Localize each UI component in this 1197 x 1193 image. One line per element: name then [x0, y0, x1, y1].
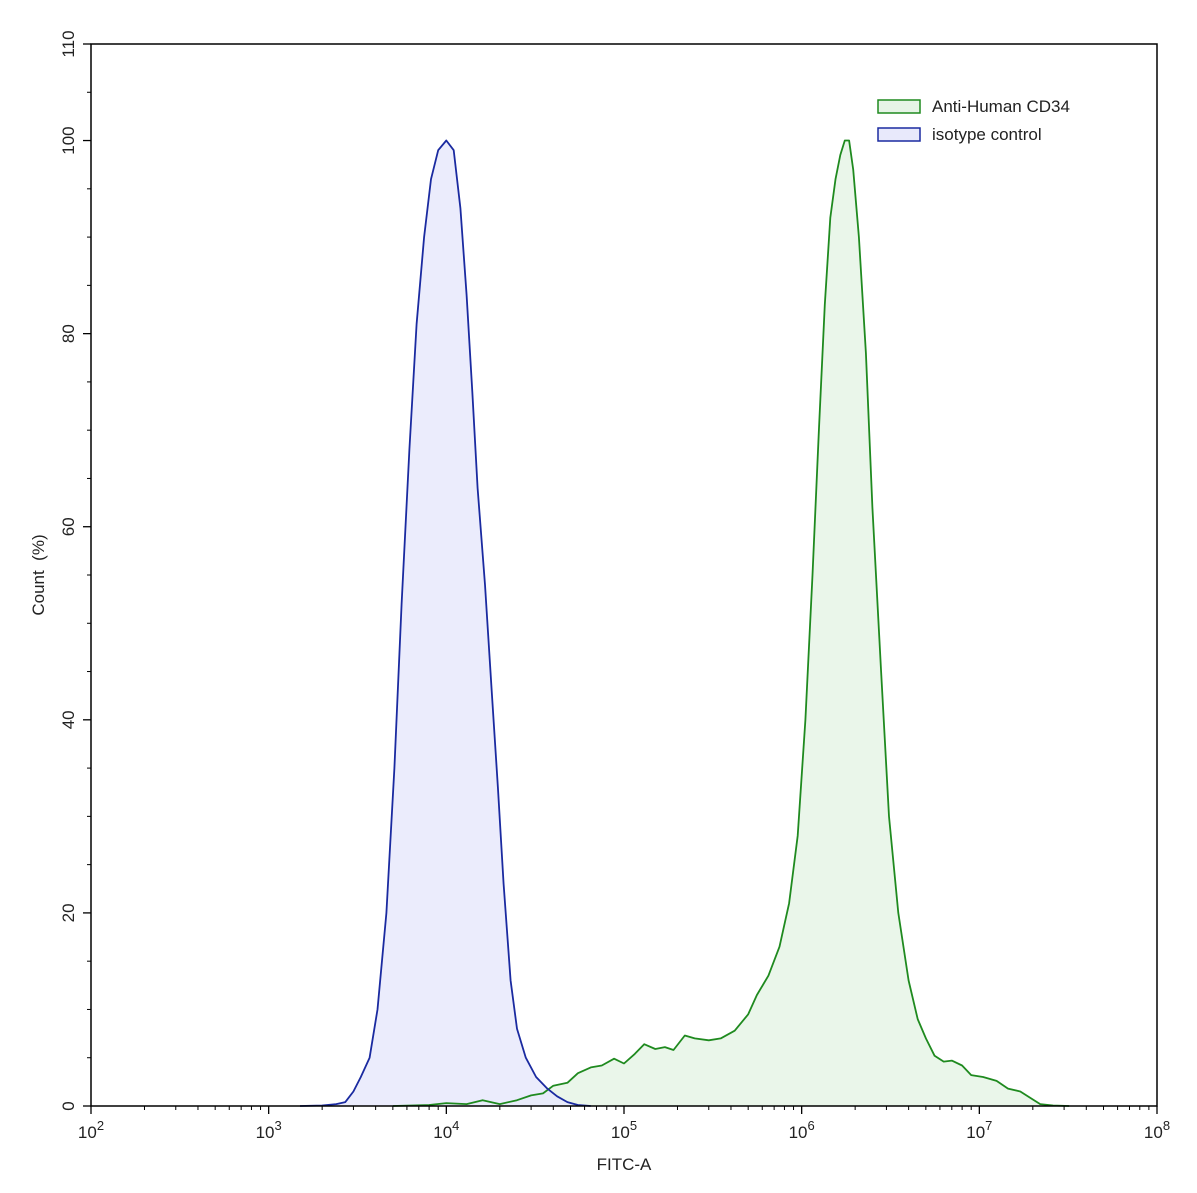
y-tick-label: 20	[59, 903, 78, 922]
plot-frame	[90, 43, 1158, 1107]
legend-label: Anti-Human CD34	[932, 97, 1070, 116]
x-tick-base: 10	[966, 1123, 985, 1142]
x-tick-base: 10	[78, 1123, 97, 1142]
legend: Anti-Human CD34 isotype control	[877, 97, 1070, 144]
y-tick-label: 0	[59, 1101, 78, 1110]
series-fills	[300, 140, 1070, 1106]
x-tick-exponent: 3	[275, 1118, 282, 1133]
x-tick-base: 10	[611, 1123, 630, 1142]
y-tick-label: 110	[59, 30, 78, 57]
x-tick-label: 107	[966, 1118, 992, 1142]
y-tick-label: 40	[59, 710, 78, 729]
y-axis-title: Count (%)	[29, 534, 48, 615]
series-lines	[299, 139, 1070, 1107]
y-tick-label: 100	[59, 126, 78, 154]
x-tick-exponent: 8	[1163, 1118, 1170, 1133]
x-tick-exponent: 4	[452, 1118, 459, 1133]
legend-swatch	[877, 99, 921, 114]
x-tick-label: 105	[611, 1118, 637, 1142]
x-tick-exponent: 5	[630, 1118, 637, 1133]
y-tick-label: 80	[59, 324, 78, 343]
x-tick-base: 10	[256, 1123, 275, 1142]
y-tick-label: 60	[59, 517, 78, 536]
legend-label: isotype control	[932, 125, 1042, 144]
x-tick-label: 108	[1144, 1118, 1170, 1142]
x-tick-label: 103	[256, 1118, 282, 1142]
x-tick-label: 102	[78, 1118, 104, 1142]
x-tick-exponent: 2	[97, 1118, 104, 1133]
x-axis: 102 103 104 105 106 107 108	[78, 1106, 1170, 1142]
x-tick-base: 10	[789, 1123, 808, 1142]
x-axis-title: FITC-A	[597, 1155, 652, 1174]
legend-swatch	[877, 127, 921, 142]
series-area-1	[300, 140, 591, 1106]
x-tick-label: 104	[433, 1118, 459, 1142]
x-tick-label: 106	[789, 1118, 815, 1142]
x-tick-exponent: 6	[808, 1118, 815, 1133]
x-tick-base: 10	[433, 1123, 452, 1142]
x-tick-base: 10	[1144, 1123, 1163, 1142]
x-tick-exponent: 7	[985, 1118, 992, 1133]
series-line-0	[392, 139, 1070, 1107]
y-axis: 0 20 40 60 80 100 110	[59, 30, 91, 1111]
series-line-1	[299, 139, 591, 1107]
